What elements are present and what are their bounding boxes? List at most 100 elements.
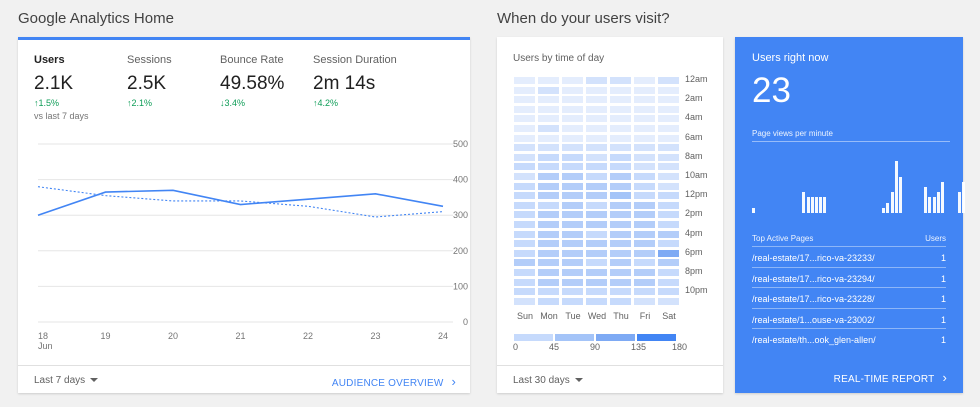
heatmap-cell (538, 221, 559, 228)
heatmap-cell (514, 201, 535, 209)
heatmap-cell (562, 201, 583, 209)
heatmap-cell (586, 144, 607, 152)
metric-tab-bounce-rate[interactable]: Bounce Rate 49.58% ↓3.4% (220, 54, 284, 108)
heatmap-cell (586, 105, 607, 113)
hour-label: 4am (685, 112, 703, 123)
series-line-current (37, 189, 444, 216)
metric-tab-session-duration[interactable]: Session Duration 2m 14s ↑4.2% (313, 54, 397, 108)
pageviews-bar (957, 192, 961, 213)
x-tick-label: 22 (303, 331, 313, 341)
pageviews-bar (932, 197, 936, 213)
heatmap-cell (562, 115, 583, 123)
heatmap-cell (658, 221, 679, 228)
heatmap-cell (562, 259, 583, 267)
active-page-row[interactable]: /real-estate/1...ouse-va-23002/1 (752, 307, 946, 328)
realtime-user-count: 23 (752, 71, 791, 110)
heatmap-cell (634, 240, 655, 248)
active-page-users: 1 (940, 314, 946, 325)
date-range-dropdown[interactable]: Last 30 days (513, 375, 583, 386)
heatmap-cell (562, 192, 583, 200)
x-tick-label: 19 (100, 331, 110, 341)
heatmap-cell (514, 211, 535, 219)
heatmap-cell (514, 77, 535, 84)
pageviews-bar (890, 192, 894, 213)
hour-label: 12pm (685, 189, 708, 200)
heatmap-cell (538, 125, 559, 132)
day-label: Tue (565, 311, 581, 321)
heatmap-cell (658, 288, 679, 296)
metric-change: 3.4% (224, 98, 246, 108)
overview-section-title: Google Analytics Home (18, 10, 174, 27)
heatmap-cell (610, 288, 631, 296)
heatmap-cell (514, 105, 535, 113)
heatmap-cell (586, 230, 607, 238)
x-tick-label: 20 (168, 331, 178, 341)
legend-label: 90 (590, 342, 601, 352)
arrow-down-icon: ↓ (220, 98, 225, 108)
caret-down-icon (90, 378, 99, 383)
realtime-report-link[interactable]: REAL-TIME REPORT › (834, 370, 947, 385)
active-page-row[interactable]: /real-estate/17...rico-va-23228/1 (752, 287, 946, 307)
arrow-up-icon: ↑ (127, 98, 132, 108)
metric-value: 2m 14s (313, 73, 376, 94)
heatmap-cell (514, 278, 535, 286)
active-page-users: 1 (940, 294, 946, 304)
realtime-card: Users right now 23 Page views per minute… (735, 37, 965, 393)
pageviews-bar (962, 181, 965, 213)
heatmap-cell (562, 144, 583, 152)
heatmap-cell (658, 211, 679, 219)
metric-comparison: vs last 7 days (34, 111, 89, 121)
pageviews-bar (886, 202, 890, 213)
heatmap-cell (634, 144, 655, 152)
heatmap-cell (658, 105, 679, 113)
metric-label: Session Duration (313, 54, 397, 66)
heatmap-cell (562, 77, 583, 84)
heatmap-cell (562, 86, 583, 94)
heatmap-cell (610, 134, 631, 142)
hour-label: 12am (685, 74, 708, 84)
heatmap-cell (586, 259, 607, 267)
heatmap-cell (538, 211, 559, 219)
heatmap-cell (562, 230, 583, 238)
heatmap-cell (586, 96, 607, 104)
heatmap-cell (634, 105, 655, 113)
heatmap-cell (562, 297, 583, 305)
heatmap-cell (562, 125, 583, 132)
heatmap-cell (610, 153, 631, 161)
metric-value: 2.1K (34, 73, 74, 94)
heatmap-cell (586, 297, 607, 305)
heatmap-cell (538, 163, 559, 171)
heatmap-cell (586, 201, 607, 209)
y-tick-label: 200 (453, 246, 468, 256)
hour-label: 6pm (685, 246, 703, 257)
metric-tab-sessions[interactable]: Sessions 2.5K ↑2.1% (127, 54, 172, 108)
heatmap-cell (610, 221, 631, 228)
heatmap-cell (538, 86, 559, 94)
heatmap-cell (610, 240, 631, 248)
heatmap-cell (586, 86, 607, 94)
heatmap-cell (658, 134, 679, 142)
heatmap-cell (514, 221, 535, 228)
active-pages-column: Top Active Pages (752, 234, 814, 243)
metric-tab-users[interactable]: Users 2.1K ↑1.5% vs last 7 days (34, 54, 89, 121)
heatmap-cell (538, 134, 559, 142)
heatmap-cell (658, 144, 679, 152)
active-page-row[interactable]: /real-estate/th...ook_glen-allen/1 (752, 328, 946, 348)
y-tick-label: 100 (453, 281, 468, 291)
heatmap-cell (610, 115, 631, 123)
pageviews-bar (941, 181, 944, 213)
heatmap-cell (586, 125, 607, 132)
heatmap-cell (538, 182, 559, 190)
day-label: Sat (662, 311, 676, 321)
heatmap-cell (610, 77, 631, 84)
heatmap-cell (634, 134, 655, 142)
heatmap-cell (562, 288, 583, 296)
heatmap-cell (514, 86, 535, 94)
active-page-row[interactable]: /real-estate/17...rico-va-23233/1 (752, 246, 946, 266)
active-page-row[interactable]: /real-estate/17...rico-va-23294/1 (752, 266, 946, 287)
heatmap-cell (562, 249, 583, 257)
date-range-dropdown[interactable]: Last 7 days (34, 375, 99, 386)
heatmap-cell (538, 269, 559, 276)
heatmap-cell (562, 105, 583, 113)
audience-overview-link[interactable]: AUDIENCE OVERVIEW › (332, 374, 456, 389)
